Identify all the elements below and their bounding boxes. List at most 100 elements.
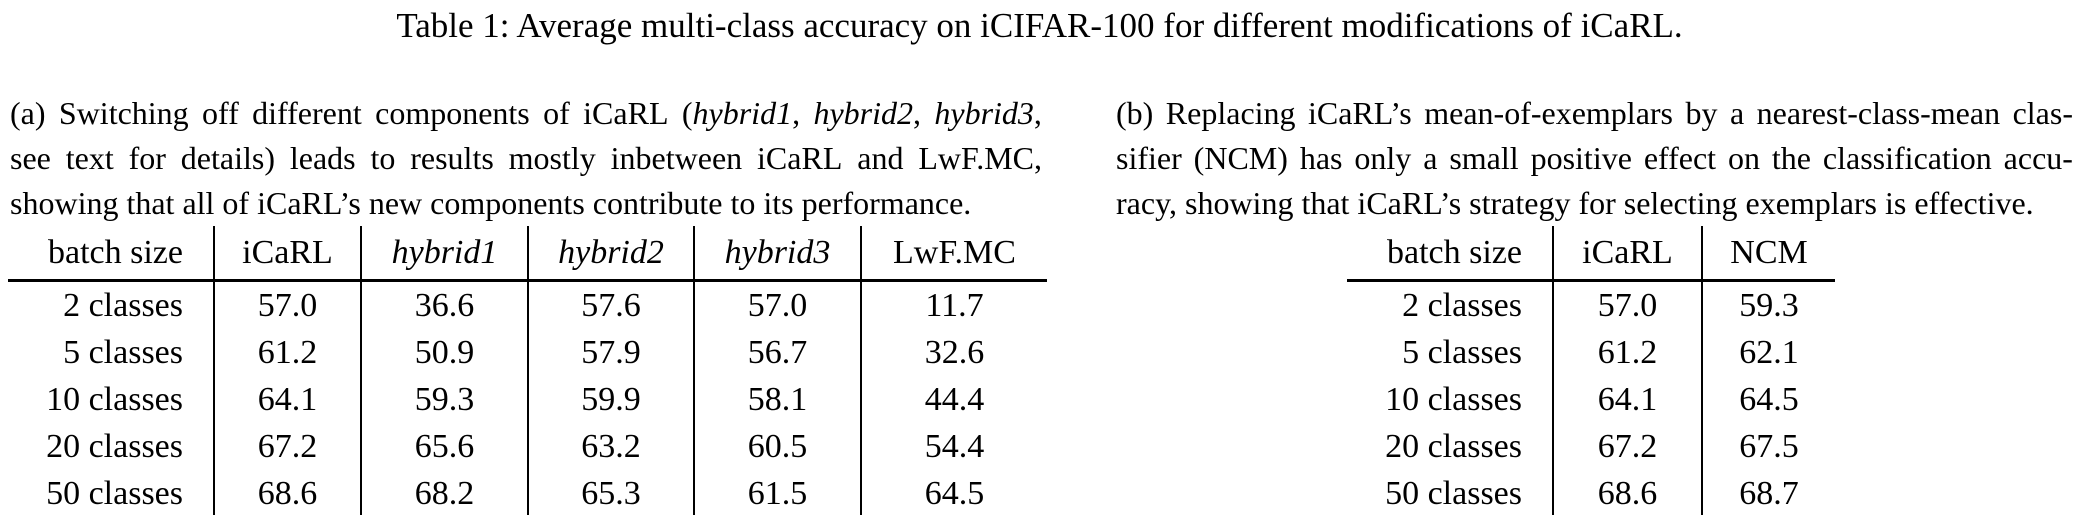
caption-panel-a: (a) Switching off different components o…: [10, 91, 1042, 226]
row-label: 50 classes: [1385, 474, 1522, 512]
caption-word: and: [857, 140, 904, 176]
value-cell: 61.5: [693, 470, 861, 515]
caption-word: Replacing: [1165, 95, 1296, 131]
caption-word: results: [410, 140, 494, 176]
caption-word: different: [252, 95, 362, 131]
caption-word: on: [1727, 140, 1760, 176]
caption-word: has: [1299, 140, 1343, 176]
row-label: 5 classes: [63, 333, 183, 371]
header-row: batch size iCaRL NCM: [1347, 226, 1835, 282]
caption-word: showing: [10, 185, 119, 221]
value-cell: 67.2: [1552, 423, 1702, 470]
value-cell: 50.9: [360, 329, 528, 376]
caption-word: positive: [1530, 140, 1632, 176]
caption-word: (a): [10, 95, 46, 131]
caption-word: details): [180, 140, 275, 176]
caption-word: sifier: [1116, 140, 1182, 176]
caption-word: to: [370, 140, 396, 176]
value-cell: 61.2: [1552, 329, 1702, 376]
table-row: 20 classes 67.2 65.6 63.2 60.5 54.4: [8, 423, 1047, 470]
caption-word: racy,: [1116, 185, 1177, 221]
caption-word: iCaRL’s: [1357, 185, 1462, 221]
value-cell: 61.2: [213, 329, 361, 376]
caption-word: nearest-class-mean: [1756, 95, 2001, 131]
caption-word: selecting: [1623, 185, 1738, 221]
table-row: 10 classes 64.1 59.3 59.9 58.1 44.4: [8, 376, 1047, 423]
caption-word: that: [126, 185, 175, 221]
caption-word: to: [730, 185, 756, 221]
column-header-hybrid1: hybrid1: [360, 226, 528, 282]
value-cell: 63.2: [527, 423, 694, 470]
column-header-batch-size: batch size: [1347, 226, 1553, 282]
value-cell: 57.6: [527, 280, 694, 329]
caption-word: iCaRL: [757, 140, 843, 176]
caption-word: for: [1578, 185, 1616, 221]
value-cell: 64.1: [1552, 376, 1702, 423]
caption-word: all: [182, 185, 215, 221]
caption-word: that: [1301, 185, 1350, 221]
caption-word: exemplars: [1745, 185, 1878, 221]
value-cell: 68.2: [360, 470, 528, 515]
caption-word: mostly: [508, 140, 596, 176]
caption-word: (NCM): [1193, 140, 1288, 176]
caption-word: mean-of-exemplars: [1424, 95, 1673, 131]
caption-word: LwF.MC,: [918, 140, 1042, 176]
caption-word: showing: [1184, 185, 1294, 221]
column-header-icarl: iCaRL: [1552, 226, 1702, 282]
value-cell: 59.3: [1701, 280, 1835, 329]
value-cell: 64.1: [213, 376, 361, 423]
caption-word: effect: [1643, 140, 1717, 176]
caption-word: iCaRL: [583, 95, 669, 131]
table-body: 2 classes 57.0 59.3 5 classes 61.2 62.1 10 cla…: [1347, 280, 1835, 515]
column-header-icarl: iCaRL: [213, 226, 361, 282]
caption-word: performance.: [801, 185, 972, 221]
table-row: 20 classes 67.2 67.5: [1347, 423, 1835, 470]
value-cell: 67.5: [1701, 423, 1835, 470]
table-row: 10 classes 64.1 64.5: [1347, 376, 1835, 423]
caption-word: inbetween: [610, 140, 743, 176]
column-header-ncm: NCM: [1701, 226, 1835, 282]
table-row: 50 classes 68.6 68.7: [1347, 470, 1835, 515]
caption-line: (a) Switching off different components o…: [10, 91, 1042, 136]
table-row: 50 classes 68.6 68.2 65.3 61.5 64.5: [8, 470, 1047, 515]
value-cell: 62.1: [1701, 329, 1835, 376]
caption-word: text: [65, 140, 114, 176]
caption-word: strategy: [1469, 185, 1571, 221]
caption-word: is: [1885, 185, 1907, 221]
header-row: batch size iCaRL hybrid1 hybrid2 hybrid3…: [8, 226, 1047, 282]
caption-word: a: [1729, 95, 1745, 131]
value-cell: 32.6: [860, 329, 1047, 376]
value-cell: 67.2: [213, 423, 361, 470]
caption-word: hybrid2,: [813, 95, 921, 131]
row-label: 10 classes: [1385, 380, 1522, 418]
value-cell: 60.5: [693, 423, 861, 470]
caption-word: off: [202, 95, 239, 131]
caption-word: small: [1449, 140, 1519, 176]
column-header-batch-size: batch size: [8, 226, 214, 282]
caption-word: (b): [1116, 95, 1154, 131]
value-cell: 68.7: [1701, 470, 1835, 515]
caption-line: (b) Replacing iCaRL’s mean-of-exemplars …: [1116, 91, 2073, 136]
value-cell: 68.6: [1552, 470, 1702, 515]
caption-panel-b: (b) Replacing iCaRL’s mean-of-exemplars …: [1116, 91, 2073, 226]
caption-line: showing that all of iCaRL’s new componen…: [10, 181, 1042, 226]
caption-word: of: [543, 95, 570, 131]
caption-word: a: [1423, 140, 1438, 176]
results-table-b: batch size iCaRL NCM 2 classes 57.0 59.3 5 …: [1347, 226, 1835, 515]
caption-word: only: [1354, 140, 1412, 176]
value-cell: 57.0: [1552, 280, 1702, 329]
caption-word: the: [1771, 140, 1811, 176]
caption-line: racy, showing that iCaRL’s strategy for …: [1116, 181, 2073, 226]
row-label: 50 classes: [46, 474, 183, 512]
caption-word: for: [128, 140, 166, 176]
value-cell: 54.4: [860, 423, 1047, 470]
caption-word: (hybrid1,: [681, 95, 801, 131]
caption-word: iCaRL’s: [257, 185, 361, 221]
value-cell: 59.9: [527, 376, 694, 423]
column-header-hybrid2: hybrid2: [527, 226, 694, 282]
caption-word: clas-: [2012, 95, 2073, 131]
row-label: 20 classes: [1385, 427, 1522, 465]
results-table-a: batch size iCaRL hybrid1 hybrid2 hybrid3…: [8, 226, 1047, 515]
caption-word: components: [430, 185, 585, 221]
